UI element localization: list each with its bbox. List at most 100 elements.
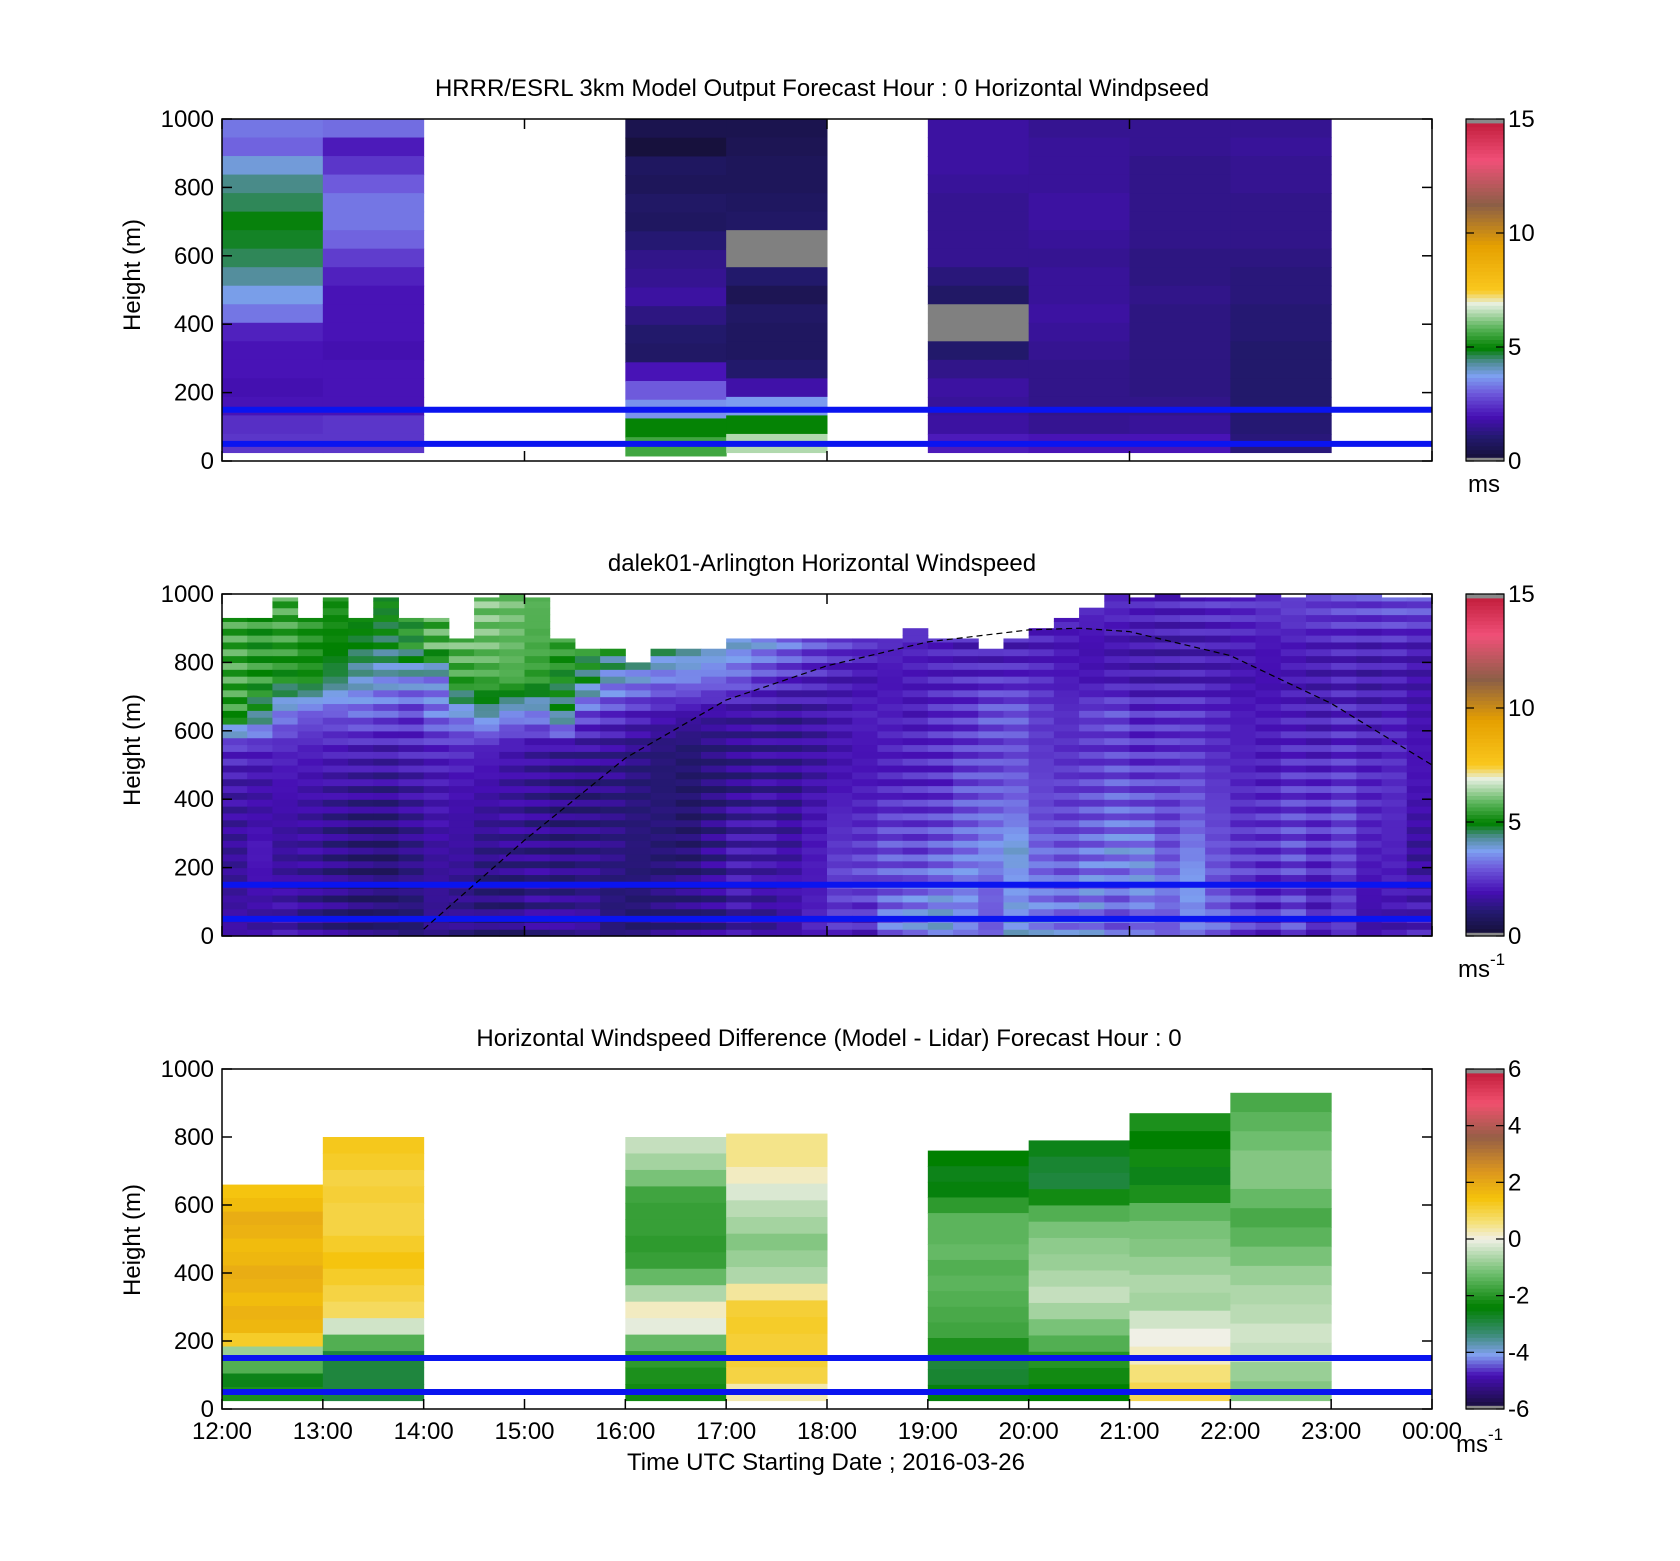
- colorbar-segment: [1466, 594, 1504, 599]
- heatmap-cell: [348, 751, 374, 759]
- heatmap-cell: [927, 765, 954, 773]
- heatmap-cell: [222, 922, 248, 930]
- heatmap-cell: [1381, 826, 1408, 834]
- heatmap-cell: [978, 799, 1004, 807]
- colorbar-segment: [1466, 1401, 1504, 1406]
- heatmap-cell: [272, 792, 299, 800]
- heatmap-cell: [726, 792, 752, 800]
- heatmap-cell: [272, 799, 299, 807]
- heatmap-cell: [1179, 860, 1206, 869]
- heatmap-cell: [776, 689, 803, 698]
- heatmap-cell: [953, 758, 979, 766]
- heatmap-cell: [474, 853, 500, 862]
- colorbar-segment: [1466, 217, 1504, 223]
- heatmap-cell: [1205, 929, 1231, 937]
- heatmap-cell: [726, 193, 828, 213]
- heatmap-cell: [1205, 607, 1231, 616]
- heatmap-cell: [675, 799, 702, 807]
- heatmap-cell: [751, 847, 778, 855]
- colorbar-segment: [1466, 852, 1504, 857]
- heatmap-cell: [1028, 304, 1130, 324]
- heatmap-cell: [1406, 792, 1433, 800]
- heatmap-cell: [1331, 628, 1357, 636]
- y-tick-label: 200: [174, 1328, 214, 1355]
- heatmap-cell: [549, 812, 576, 821]
- heatmap-cell: [297, 853, 324, 862]
- heatmap-cell: [222, 628, 248, 636]
- heatmap-cell: [247, 648, 273, 657]
- heatmap-cell: [751, 806, 778, 814]
- heatmap-cell: [222, 119, 324, 139]
- heatmap-cell: [1205, 771, 1231, 780]
- heatmap-cell: [272, 751, 299, 759]
- heatmap-cell: [625, 888, 652, 896]
- heatmap-cell: [978, 737, 1004, 746]
- heatmap-cell: [751, 744, 778, 752]
- heatmap-cell: [1305, 833, 1332, 841]
- heatmap-cell: [600, 765, 626, 773]
- colorbar-segment: [1466, 765, 1504, 770]
- heatmap-cell: [373, 717, 399, 725]
- heatmap-cell: [348, 730, 374, 739]
- heatmap-cell: [700, 860, 727, 869]
- heatmap-cell: [1154, 840, 1181, 848]
- heatmap-cell: [600, 860, 626, 869]
- heatmap-cell: [448, 901, 475, 910]
- heatmap-cell: [1154, 874, 1181, 882]
- colorbar-segment: [1466, 358, 1504, 363]
- heatmap-cell: [1406, 682, 1433, 691]
- heatmap-cell: [953, 717, 979, 725]
- heatmap-cell: [902, 751, 929, 759]
- colorbar-unit-label: ms: [1468, 471, 1500, 498]
- colorbar-segment: [1466, 700, 1504, 705]
- heatmap-cell: [247, 826, 273, 834]
- panel-lidar-windspeed: dalek01-Arlington Horizontal Windspeed H…: [119, 550, 1535, 983]
- heatmap-cell: [1129, 1113, 1231, 1132]
- heatmap-cell: [1003, 867, 1030, 876]
- heatmap-cell: [398, 888, 425, 896]
- heatmap-cell: [1028, 415, 1130, 435]
- heatmap-cell: [953, 806, 979, 814]
- heatmap-cell: [1230, 689, 1257, 698]
- heatmap-cell: [1356, 922, 1383, 930]
- heatmap-cell: [222, 744, 248, 752]
- heatmap-cell: [448, 703, 475, 711]
- heatmap-cell: [448, 641, 475, 650]
- heatmap-cell: [978, 676, 1004, 684]
- heatmap-cell: [348, 778, 374, 787]
- heatmap-cell: [1381, 840, 1408, 848]
- heatmap-cell: [852, 655, 878, 663]
- heatmap-cell: [700, 669, 727, 677]
- heatmap-cell: [927, 669, 954, 677]
- heatmap-cell: [625, 250, 727, 270]
- heatmap-cell: [1028, 744, 1055, 752]
- heatmap-cell: [247, 689, 273, 698]
- heatmap-cell: [322, 785, 349, 793]
- heatmap-cell: [625, 1334, 727, 1352]
- heatmap-cell: [1230, 628, 1257, 636]
- heatmap-cell: [297, 621, 324, 629]
- heatmap-cells: [222, 119, 1332, 457]
- heatmap-cell: [549, 867, 576, 876]
- heatmap-cell: [1255, 888, 1282, 896]
- heatmap-cell: [600, 792, 626, 800]
- heatmap-cell: [827, 819, 853, 828]
- heatmap-cell: [1230, 1304, 1332, 1325]
- heatmap-cell: [776, 638, 803, 643]
- heatmap-cell: [1406, 765, 1433, 773]
- heatmap-cell: [726, 655, 752, 663]
- heatmap-cell: [1381, 655, 1408, 663]
- heatmap-cell: [1255, 710, 1282, 718]
- heatmap-cell: [827, 867, 853, 876]
- heatmap-cell: [1129, 751, 1156, 759]
- heatmap-cell: [978, 765, 1004, 773]
- heatmap-cell: [499, 621, 525, 629]
- heatmap-cell: [1356, 819, 1383, 828]
- y-tick-label: 400: [174, 311, 214, 338]
- heatmap-cell: [474, 676, 500, 684]
- x-tick-label: 21:00: [1099, 1418, 1159, 1445]
- heatmap-cell: [1205, 710, 1231, 718]
- heatmap-cell: [1381, 676, 1408, 684]
- colorbar-segment: [1466, 677, 1504, 682]
- heatmap-cell: [1255, 894, 1282, 903]
